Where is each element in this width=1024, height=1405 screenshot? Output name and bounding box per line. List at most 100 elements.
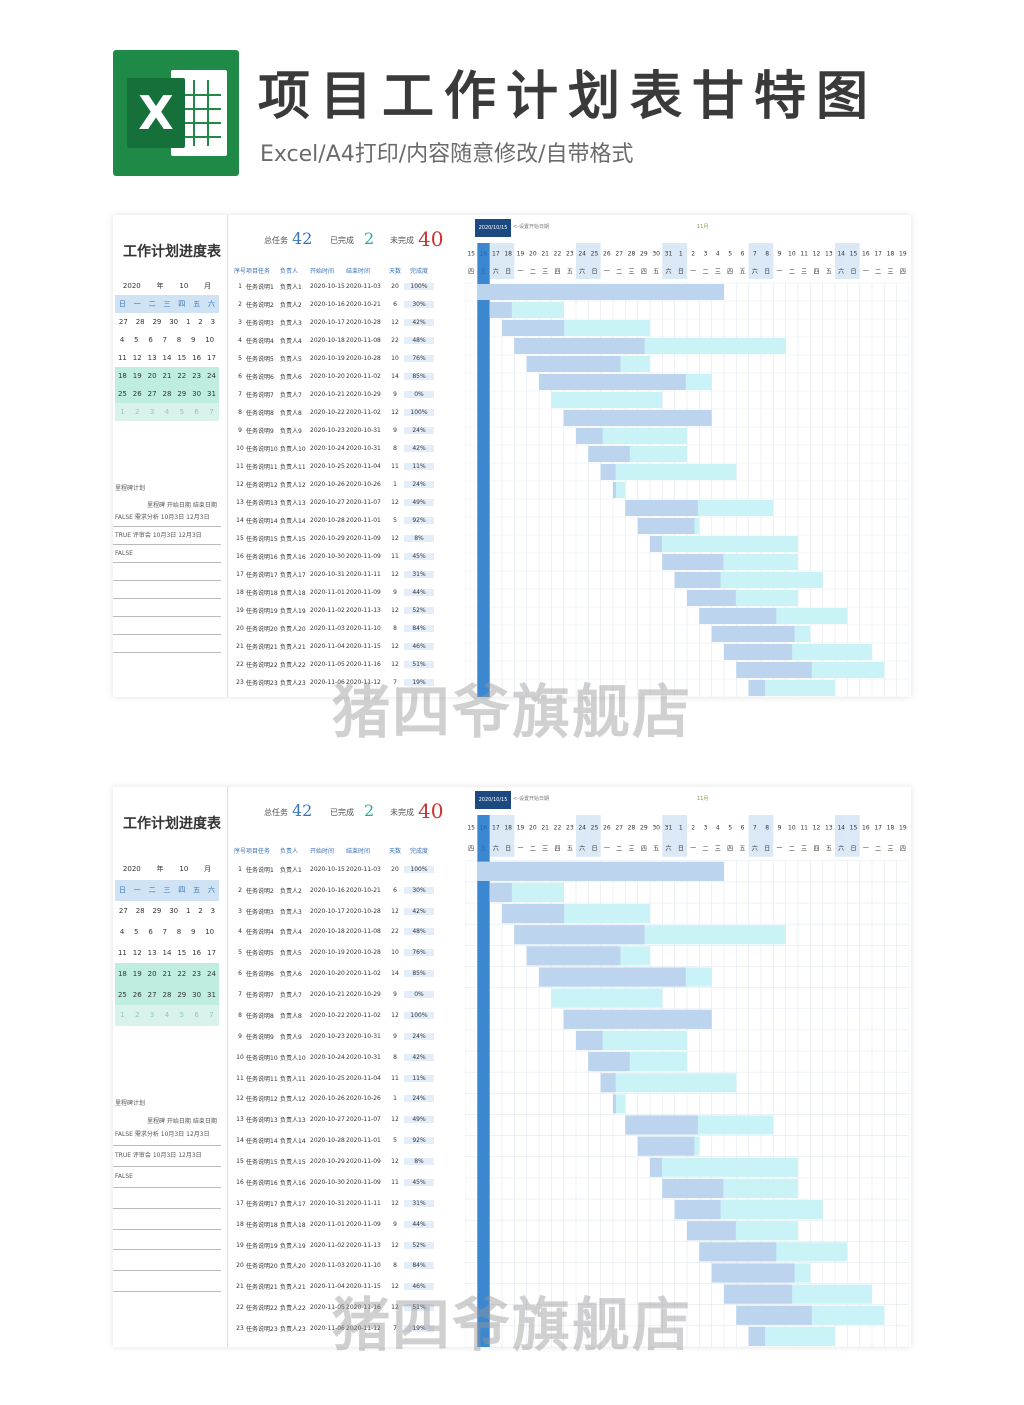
calendar-weekday: 一 [133,886,141,895]
calendar-day: 7 [209,408,214,416]
gantt-weekday-label: 日 [678,269,684,276]
task-end: 2020-10-28 [346,949,381,957]
left-panel: 工作计划进度表 2020 年 10 月日一二三四五六 27 28 29 30 1 2 3 4 5 6 7 8 9 1… [113,215,221,697]
gantt-weekday-label: 三 [887,845,893,852]
gantt-start-date: 2020/10/15 [475,219,511,237]
task-start: 2020-10-25 [310,462,345,470]
calendar-year: 2020 [122,282,141,290]
gantt-day-label: 9 [778,251,782,258]
task-owner: 负责人13 [280,499,306,507]
page-title: 项目工作计划表甘特图 [258,67,879,127]
gantt-weekday-label: 日 [505,845,511,852]
task-row: 13 任务说明13 负责人13 2020-10-27 2020-11-07 12 49% [234,493,442,511]
calendar-weekday: 五 [193,300,201,308]
task-start: 2020-10-26 [310,480,345,488]
calendar-day: 7 [162,927,167,936]
calendar-day: 3 [210,907,216,916]
task-end: 2020-11-07 [346,498,381,506]
task-days: 8 [393,1262,397,1270]
task-days: 12 [391,570,399,578]
task-index: 1 [238,865,242,873]
calendar-week-row: 1 2 3 4 5 6 7 [115,403,219,421]
gantt-weekday-label: 二 [702,845,708,852]
task-days: 11 [391,1074,399,1082]
task-start: 2020-10-31 [310,570,345,578]
task-row: 4 任务说明4 负责人4 2020-10-18 2020-11-08 22 48% [234,922,442,943]
gantt-bar-done [576,1030,603,1051]
calendar-day: 5 [134,927,139,936]
task-row: 21 任务说明21 负责人21 2020-11-04 2020-11-15 12 46% [234,1276,442,1297]
milestone-headers: 里程碑 开始日期 结束日期 [147,502,217,509]
calendar-week-row: 4 5 6 7 8 9 10 [115,331,219,349]
task-index: 15 [236,534,244,542]
task-days: 12 [391,318,399,326]
gantt-bar-done [539,967,686,987]
task-row: 8 任务说明8 负责人8 2020-10-22 2020-11-02 12 100% [234,403,442,421]
task-owner: 负责人21 [280,643,306,651]
task-end: 2020-11-03 [346,865,381,873]
task-end: 2020-10-28 [346,907,381,915]
gantt-day-label: 10 [788,825,796,832]
gantt-day-label: 16 [862,825,870,832]
task-row: 13 任务说明13 负责人13 2020-10-27 2020-11-07 12 49% [234,1109,442,1130]
excel-logo-icon: X [113,50,239,176]
calendar-day: 17 [207,354,216,362]
calendar-day: 24 [207,372,216,380]
task-progress: 42% [404,907,434,915]
weekend-header-cell [835,815,848,857]
task-progress: 100% [404,865,434,873]
task-index: 16 [236,552,244,560]
milestone-row: FALSE [113,545,221,563]
task-owner: 负责人22 [280,661,306,669]
task-start: 2020-11-06 [310,678,345,686]
calendar-day: 1 [120,408,125,416]
task-start: 2020-10-29 [310,1158,345,1166]
gantt-weekday-label: 一 [604,845,610,852]
weekend-header-cell [674,243,687,279]
weekend-header-cell [847,815,860,857]
gantt-weekday-label: 六 [838,844,844,852]
task-row: 19 任务说明19 负责人19 2020-11-02 2020-11-13 12 52% [234,1235,442,1256]
task-index: 10 [236,444,244,452]
gantt-day-label: 24 [578,251,586,258]
task-progress: 45% [404,1178,434,1186]
task-start: 2020-10-30 [310,1178,345,1186]
gantt-bar-done [600,1073,616,1093]
task-start: 2020-10-20 [310,970,345,978]
task-name: 任务说明19 [246,607,278,615]
gantt-day-label: 6 [741,251,745,258]
task-row: 22 任务说明22 负责人22 2020-11-05 2020-11-16 12 51% [234,655,442,673]
task-progress: 45% [404,552,434,560]
gantt-day-label: 13 [825,825,833,832]
calendar-year-month: 2020 年 10 月 [115,277,219,295]
task-name: 任务说明21 [246,1284,278,1292]
task-index: 22 [236,1304,244,1312]
gantt-weekday-label: 五 [567,845,573,852]
task-row: 22 任务说明22 负责人22 2020-11-05 2020-11-16 12 51% [234,1297,442,1318]
mini-calendar: 2020 年 10 月日一二三四五六 27 28 29 30 1 2 3 4 5 6 7 8 9 10 11 12 13… [115,277,219,421]
gantt-weekday-label: 五 [653,269,659,276]
task-progress: 51% [404,660,434,668]
task-progress: 42% [404,444,434,452]
task-name: 任务说明15 [246,535,278,543]
task-row: 20 任务说明20 负责人20 2020-11-03 2020-11-10 8 84% [234,1256,442,1277]
task-progress: 51% [404,1304,434,1312]
gantt-day-label: 17 [874,825,882,832]
calendar-day: 20 [147,372,157,380]
task-end: 2020-11-02 [346,1011,381,1019]
task-days: 12 [391,642,399,650]
calendar-day: 6 [194,408,199,416]
task-row: 3 任务说明3 负责人3 2020-10-17 2020-10-28 12 42% [234,901,442,922]
milestone-row: FALSE 需求分析 10月3日 12月3日 [113,1125,221,1147]
task-start: 2020-10-17 [310,318,345,326]
task-days: 6 [393,300,397,308]
gantt-weekday-label: 四 [641,269,647,276]
gantt-bar-remaining [576,428,687,444]
header-banner: X 项目工作计划表甘特图 Excel/A4打印/内容随意修改/自带格式 [113,50,913,180]
task-progress: 42% [404,1053,434,1061]
task-days: 12 [391,1304,399,1312]
gantt-weekday-label: 三 [801,269,807,276]
task-name: 任务说明13 [246,1117,278,1125]
calendar-day: 13 [147,948,157,957]
task-row: 20 任务说明20 负责人20 2020-11-03 2020-11-10 8 84% [234,619,442,637]
